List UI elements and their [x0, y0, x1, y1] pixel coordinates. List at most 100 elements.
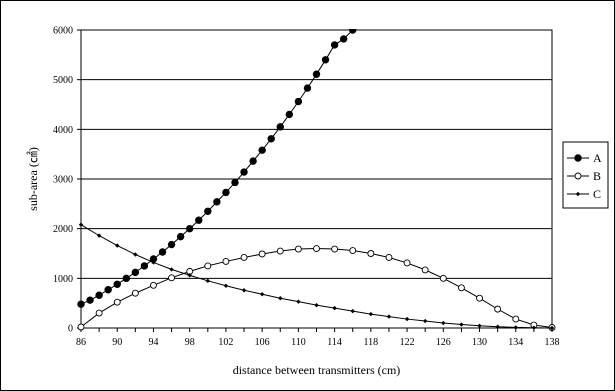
data-point: [303, 84, 312, 92]
data-point: [575, 191, 581, 197]
legend-label: C: [593, 187, 601, 201]
data-point: [421, 266, 429, 274]
data-point: [477, 323, 482, 328]
data-point: [113, 298, 121, 306]
y-tick-label: 6000: [53, 26, 73, 37]
data-point: [240, 254, 248, 261]
data-point: [204, 262, 212, 270]
data-point: [131, 268, 140, 277]
x-tick-label: 98: [185, 337, 195, 348]
data-point: [77, 300, 85, 308]
data-point: [176, 232, 185, 241]
data-point: [133, 252, 138, 257]
data-point: [574, 172, 582, 180]
legend-box: [562, 141, 609, 209]
data-point: [167, 240, 176, 249]
data-point: [241, 288, 247, 293]
data-point: [404, 316, 410, 322]
data-point: [476, 294, 483, 302]
data-point: [158, 248, 167, 256]
series-c: [78, 222, 555, 331]
x-tick-label: 106: [255, 337, 270, 348]
y-tick-label: 4000: [53, 125, 73, 136]
data-point: [330, 41, 339, 49]
data-point: [332, 305, 337, 311]
data-point: [113, 280, 121, 288]
data-point: [115, 243, 120, 248]
data-point: [169, 267, 174, 272]
data-point: [259, 292, 265, 297]
data-point: [151, 260, 156, 265]
data-point: [249, 157, 257, 165]
data-point: [294, 245, 302, 253]
data-point: [367, 250, 375, 257]
data-point: [294, 97, 303, 106]
data-point: [512, 315, 520, 323]
data-point: [104, 286, 112, 294]
plot-series-group: [77, 29, 556, 331]
data-point: [77, 323, 85, 331]
data-point: [339, 35, 348, 43]
data-point: [131, 289, 139, 297]
data-point: [350, 308, 355, 314]
data-point: [258, 146, 266, 154]
x-tick-label: 114: [327, 337, 342, 348]
data-point: [457, 284, 465, 292]
data-point: [439, 274, 447, 282]
data-point: [185, 224, 194, 233]
legend-label: B: [593, 169, 601, 183]
data-point: [231, 178, 239, 187]
data-point: [321, 56, 330, 64]
data-point: [495, 324, 500, 329]
data-point: [187, 273, 192, 278]
y-tick-label: 1000: [53, 274, 73, 285]
x-tick-label: 138: [545, 337, 560, 348]
data-point: [278, 296, 283, 301]
data-point: [276, 123, 284, 131]
legend: ABC: [562, 141, 609, 209]
data-point: [349, 247, 357, 254]
data-point: [95, 291, 103, 299]
x-tick-label: 86: [76, 337, 86, 348]
data-point: [441, 320, 446, 326]
x-tick-label: 122: [400, 337, 415, 348]
x-tick-label: 94: [148, 337, 158, 348]
data-point: [494, 305, 502, 313]
data-point: [95, 309, 103, 317]
data-point: [240, 168, 248, 176]
y-tick-label: 5000: [53, 75, 73, 86]
x-tick-label: 130: [472, 337, 487, 348]
data-point: [195, 216, 203, 224]
x-tick-label: 90: [112, 337, 122, 348]
y-tick-label: 2000: [53, 224, 73, 235]
x-tick-label: 102: [218, 337, 233, 348]
data-point: [205, 278, 211, 284]
data-point: [296, 299, 301, 304]
data-point: [222, 188, 230, 197]
data-point: [204, 207, 212, 215]
data-point: [459, 322, 464, 327]
x-tick-label: 126: [436, 337, 451, 348]
data-point: [267, 135, 275, 143]
data-point: [368, 311, 374, 317]
legend-item: B: [567, 169, 601, 183]
data-point: [213, 198, 221, 206]
data-point: [150, 281, 157, 289]
x-axis-label: distance between transmitters (cm): [233, 363, 401, 377]
x-tick-label: 110: [291, 337, 306, 348]
data-point: [513, 325, 518, 330]
data-point: [122, 274, 130, 283]
x-tick-label: 118: [364, 337, 379, 348]
data-point: [140, 262, 149, 270]
data-point: [223, 283, 229, 288]
data-point: [531, 325, 537, 330]
y-tick-label: 3000: [53, 175, 73, 186]
legend-label: A: [593, 151, 602, 165]
series-a: [77, 29, 357, 308]
data-point: [314, 302, 319, 308]
data-point: [78, 222, 84, 227]
data-point: [258, 250, 266, 258]
legend-item: C: [567, 187, 601, 201]
